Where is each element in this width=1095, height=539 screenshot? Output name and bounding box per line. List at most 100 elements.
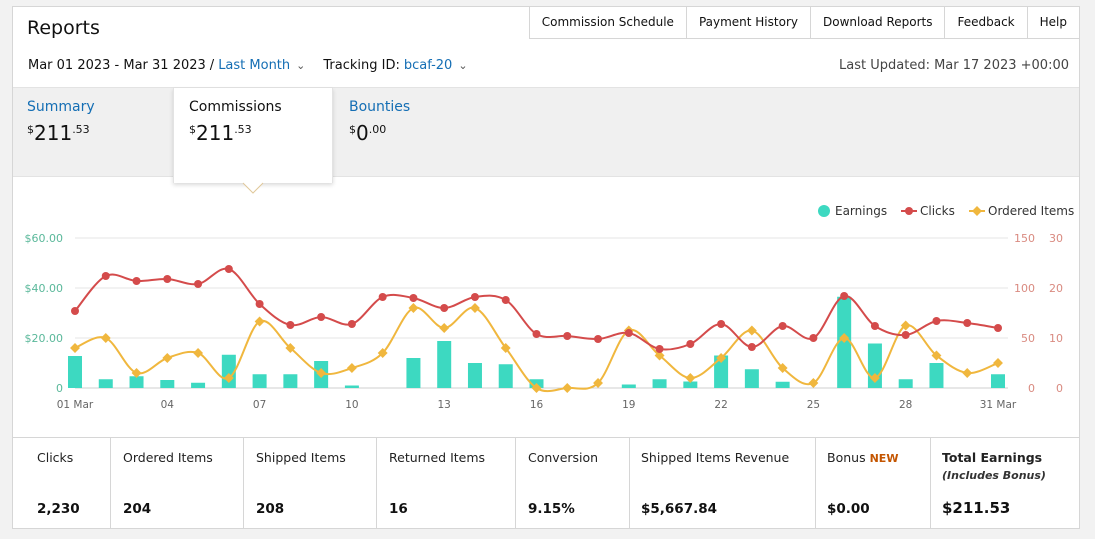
- clicks-point: [563, 332, 572, 340]
- clicks-point: [994, 324, 1002, 332]
- tab-commissions[interactable]: Commissions $211.53: [173, 88, 333, 183]
- ordered-items-point: [808, 378, 819, 388]
- help-link[interactable]: Help: [1028, 7, 1080, 38]
- commission-schedule-link[interactable]: Commission Schedule: [530, 7, 687, 38]
- ordered-items-point: [839, 333, 850, 343]
- legend-ordered-swatch: [972, 206, 982, 216]
- ordered-items-point: [993, 358, 1003, 368]
- earnings-bar: [898, 379, 913, 388]
- clicks-point: [224, 265, 233, 273]
- clicks-point: [440, 304, 449, 312]
- chevron-down-icon[interactable]: ⌄: [296, 59, 306, 72]
- x-tick-label: 28: [899, 399, 912, 411]
- y-right-ordered-tick-label: 30: [1049, 232, 1063, 245]
- clicks-point: [932, 317, 941, 325]
- y-right-clicks-tick-label: 50: [1021, 332, 1035, 345]
- earnings-bar: [406, 358, 421, 388]
- earnings-bar: [98, 379, 113, 388]
- clicks-point: [501, 296, 510, 304]
- clicks-point: [194, 280, 203, 288]
- legend-clicks-label: Clicks: [920, 204, 955, 218]
- stat-value: 204: [123, 501, 152, 517]
- x-tick-label: 10: [345, 399, 358, 411]
- y-left-tick-label: $20.00: [25, 332, 64, 345]
- earnings-bar: [437, 341, 452, 388]
- earnings-bar: [68, 356, 82, 388]
- stat-label: Bonus NEW: [827, 450, 899, 465]
- new-badge: NEW: [869, 452, 899, 465]
- tab-label: Summary: [27, 99, 95, 115]
- stat-conversion: Conversion 9.15%: [516, 438, 630, 529]
- ordered-items-point: [162, 353, 173, 363]
- earnings-bar: [621, 384, 636, 388]
- earnings-bar: [283, 374, 298, 388]
- ordered-items-point: [439, 323, 450, 333]
- earnings-bar: [191, 382, 206, 388]
- y-left-tick-label: 0: [56, 382, 63, 395]
- bounties-amount: $0.00: [349, 121, 387, 145]
- payment-history-link[interactable]: Payment History: [687, 7, 811, 38]
- tracking-label: Tracking ID:: [323, 58, 400, 73]
- earnings-bar: [498, 364, 513, 388]
- tracking-id-dropdown[interactable]: bcaf-20: [403, 58, 453, 73]
- ordered-items-point: [285, 343, 296, 353]
- ordered-items-point: [500, 343, 511, 353]
- y-left-tick-label: $40.00: [25, 282, 64, 295]
- ordered-items-point: [316, 368, 327, 378]
- stat-label: Shipped Items: [256, 450, 346, 465]
- active-tab-caret-icon: [242, 182, 264, 194]
- reports-card: Reports Commission Schedule Payment Hist…: [12, 6, 1080, 529]
- legend-earnings-swatch: [818, 205, 830, 217]
- stat-shipped-items: Shipped Items 208: [244, 438, 377, 529]
- download-reports-link[interactable]: Download Reports: [811, 7, 946, 38]
- ordered-items-point: [654, 350, 665, 361]
- clicks-point: [717, 320, 726, 328]
- stat-shipped-revenue: Shipped Items Revenue $5,667.84: [630, 438, 816, 529]
- clicks-point: [901, 331, 910, 339]
- y-right-ordered-tick-label: 10: [1049, 332, 1063, 345]
- tab-summary[interactable]: Summary $211.53: [27, 99, 167, 145]
- clicks-point: [624, 329, 633, 337]
- ordered-items-point: [377, 348, 388, 358]
- y-right-clicks-tick-label: 0: [1028, 382, 1035, 395]
- commissions-amount: $211.53: [189, 121, 252, 145]
- stat-value: 16: [389, 501, 408, 517]
- ordered-items-point: [593, 378, 603, 388]
- ordered-items-point: [531, 383, 542, 393]
- stat-value: $0.00: [827, 501, 870, 517]
- clicks-point: [163, 275, 172, 283]
- earnings-bar: [344, 385, 359, 388]
- clicks-point: [317, 313, 326, 321]
- summary-tabs: Summary $211.53 Commissions $211.53 Boun…: [13, 87, 1079, 183]
- tab-bounties[interactable]: Bounties $0.00: [349, 99, 489, 145]
- stat-returned-items: Returned Items 16: [377, 438, 516, 529]
- x-tick-label: 13: [438, 399, 451, 411]
- page-title: Reports: [27, 17, 100, 39]
- ordered-items-point: [193, 348, 204, 358]
- clicks-point: [686, 340, 695, 348]
- clicks-point: [747, 343, 756, 351]
- earnings-bar: [775, 381, 790, 388]
- ordered-items-point: [346, 363, 357, 373]
- ordered-items-point: [716, 353, 727, 363]
- date-range: Mar 01 2023 - Mar 31 2023: [28, 58, 206, 73]
- stat-label: Shipped Items Revenue: [641, 450, 790, 465]
- y-right-ordered-tick-label: 0: [1056, 382, 1063, 395]
- summary-amount: $211.53: [27, 121, 90, 145]
- stat-label: Clicks: [37, 450, 74, 465]
- ordered-items-point: [869, 373, 880, 383]
- clicks-point: [71, 307, 79, 315]
- chevron-down-icon[interactable]: ⌄: [458, 59, 468, 72]
- stat-value: $211.53: [942, 499, 1011, 517]
- last-updated: Last Updated: Mar 17 2023 +00:00: [839, 58, 1069, 73]
- x-tick-label: 19: [622, 399, 635, 411]
- stat-value: 2,230: [37, 501, 80, 517]
- ordered-items-line: [74, 306, 999, 393]
- period-dropdown[interactable]: Last Month: [218, 58, 291, 73]
- clicks-point: [594, 335, 603, 343]
- ordered-items-point: [408, 303, 419, 313]
- feedback-link[interactable]: Feedback: [945, 7, 1028, 38]
- stat-label: Ordered Items: [123, 450, 213, 465]
- ordered-items-point: [70, 343, 80, 353]
